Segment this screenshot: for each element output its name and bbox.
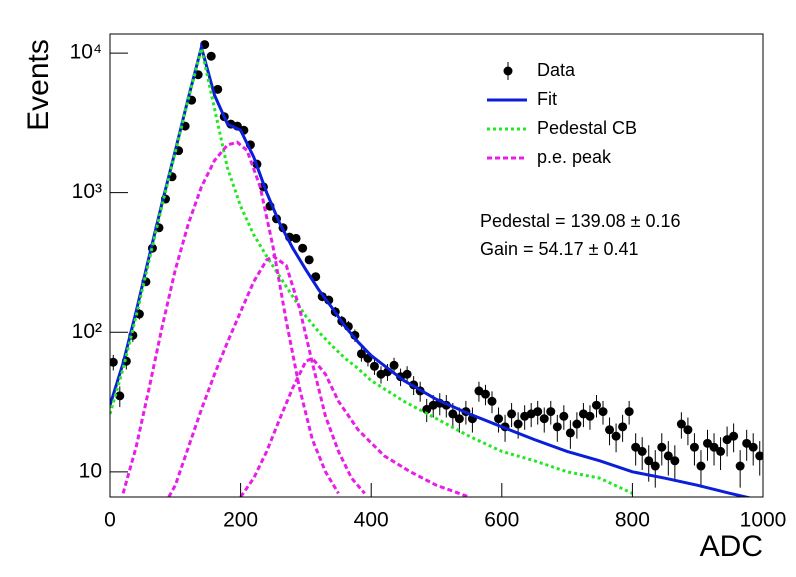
- plot-area: [110, 40, 763, 497]
- data-point: [213, 84, 223, 94]
- data-point: [729, 431, 739, 441]
- data-point: [572, 419, 582, 429]
- data-point: [676, 419, 686, 429]
- data-point: [507, 409, 517, 419]
- y-tick-label: 10⁴: [70, 41, 102, 64]
- legend-label: p.e. peak: [537, 147, 612, 167]
- x-tick-label: 800: [615, 509, 650, 532]
- y-axis-title: Events: [22, 39, 55, 131]
- data-point: [402, 369, 412, 379]
- data-point: [605, 425, 615, 435]
- data-point: [487, 396, 497, 406]
- data-point: [115, 391, 125, 401]
- legend-label: Data: [537, 60, 576, 80]
- data-point: [546, 407, 556, 417]
- data-point: [591, 400, 601, 410]
- data-point: [480, 389, 490, 399]
- curve: [110, 48, 634, 495]
- data-point: [716, 446, 726, 456]
- data-point: [696, 461, 706, 471]
- data-point: [637, 446, 647, 456]
- data-point: [422, 404, 432, 414]
- data-point: [304, 255, 314, 265]
- data-point: [755, 451, 763, 461]
- data-point: [650, 461, 660, 471]
- curve: [121, 140, 340, 495]
- data-point: [631, 442, 641, 452]
- data-point: [670, 456, 680, 466]
- x-tick-label: 600: [484, 509, 519, 532]
- x-tick-label: 400: [354, 509, 389, 532]
- data-point: [748, 442, 758, 452]
- data-point: [624, 407, 634, 417]
- annotation: Pedestal = 139.08 ± 0.16: [480, 211, 681, 231]
- data-point: [513, 419, 523, 429]
- data-point: [657, 442, 667, 452]
- data-point: [356, 349, 366, 359]
- data-point: [559, 411, 569, 421]
- data-point: [618, 422, 628, 432]
- data-point: [206, 51, 216, 61]
- x-axis-title: ADC: [700, 530, 763, 563]
- data-point: [533, 407, 543, 417]
- data-point: [448, 409, 458, 419]
- data-point: [683, 425, 693, 435]
- data-point: [494, 414, 504, 424]
- data-point: [369, 361, 379, 371]
- x-tick-label: 0: [104, 509, 116, 532]
- data-point: [585, 411, 595, 421]
- data-point: [552, 422, 562, 432]
- data-point: [598, 407, 608, 417]
- data-point: [742, 438, 752, 448]
- data-point: [389, 360, 399, 370]
- data-point: [539, 414, 549, 424]
- data-point: [702, 438, 712, 448]
- data-point: [291, 233, 301, 243]
- data-point: [644, 456, 654, 466]
- data-point: [663, 451, 673, 461]
- legend-label: Pedestal CB: [537, 118, 637, 138]
- data-point: [298, 243, 308, 253]
- data-point: [565, 428, 575, 438]
- data-point: [735, 461, 745, 471]
- frame: [109, 33, 764, 498]
- data-point: [454, 414, 464, 424]
- data-point: [689, 442, 699, 452]
- legend-marker: [503, 66, 513, 76]
- data-point: [611, 431, 621, 441]
- curve: [239, 356, 470, 497]
- y-tick-label: 10: [79, 459, 102, 482]
- y-tick-label: 10²: [72, 320, 102, 343]
- legend-label: Fit: [537, 89, 557, 109]
- curve: [167, 254, 366, 497]
- x-tick-label: 200: [223, 509, 258, 532]
- y-tick-label: 10³: [72, 180, 102, 203]
- x-tick-label: 1000: [740, 509, 787, 532]
- data-point: [110, 357, 118, 367]
- annotation: Gain = 54.17 ± 0.41: [480, 239, 639, 259]
- data-point: [709, 442, 719, 452]
